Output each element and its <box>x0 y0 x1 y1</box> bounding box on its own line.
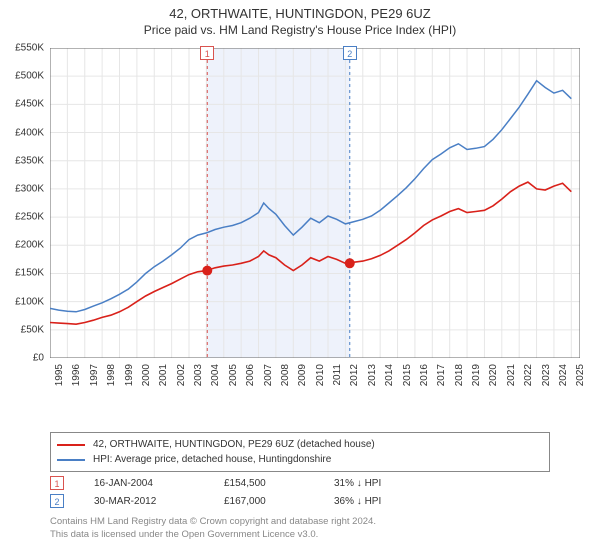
chart-subtitle: Price paid vs. HM Land Registry's House … <box>0 21 600 41</box>
sales-table: 1 16-JAN-2004 £154,500 31% ↓ HPI 2 30-MA… <box>50 474 464 510</box>
sale-marker-num: 2 <box>54 497 59 507</box>
sale-marker-box: 2 <box>50 494 64 508</box>
sale-marker-box: 1 <box>50 476 64 490</box>
legend-label: HPI: Average price, detached house, Hunt… <box>93 454 331 465</box>
footer-line: This data is licensed under the Open Gov… <box>50 529 376 542</box>
sale-date: 30-MAR-2012 <box>94 496 224 507</box>
sale-price: £167,000 <box>224 496 334 507</box>
sale-row: 1 16-JAN-2004 £154,500 31% ↓ HPI <box>50 474 464 492</box>
sale-pct: 36% ↓ HPI <box>334 496 464 507</box>
sale-marker-num: 1 <box>54 479 59 489</box>
footer: Contains HM Land Registry data © Crown c… <box>50 516 376 542</box>
vline-marker-box: 1 <box>200 46 214 60</box>
chart-title: 42, ORTHWAITE, HUNTINGDON, PE29 6UZ <box>0 0 600 21</box>
sale-pct: 31% ↓ HPI <box>334 478 464 489</box>
vline-marker-box: 2 <box>343 46 357 60</box>
legend-item: 42, ORTHWAITE, HUNTINGDON, PE29 6UZ (det… <box>57 437 543 452</box>
legend-swatch <box>57 444 85 446</box>
legend-swatch <box>57 459 85 461</box>
footer-line: Contains HM Land Registry data © Crown c… <box>50 516 376 529</box>
chart-area: 12 £0£50K£100K£150K£200K£250K£300K£350K£… <box>50 48 580 378</box>
sale-date: 16-JAN-2004 <box>94 478 224 489</box>
legend-item: HPI: Average price, detached house, Hunt… <box>57 452 543 467</box>
sale-price: £154,500 <box>224 478 334 489</box>
y-axis-labels: £0£50K£100K£150K£200K£250K£300K£350K£400… <box>2 48 46 358</box>
plot-svg <box>50 48 580 358</box>
chart-container: 42, ORTHWAITE, HUNTINGDON, PE29 6UZ Pric… <box>0 0 600 560</box>
plot: 12 <box>50 48 580 358</box>
x-axis-labels: 1995199619971998199920002001200220032004… <box>50 360 580 420</box>
legend-label: 42, ORTHWAITE, HUNTINGDON, PE29 6UZ (det… <box>93 439 375 450</box>
legend: 42, ORTHWAITE, HUNTINGDON, PE29 6UZ (det… <box>50 432 550 472</box>
sale-row: 2 30-MAR-2012 £167,000 36% ↓ HPI <box>50 492 464 510</box>
